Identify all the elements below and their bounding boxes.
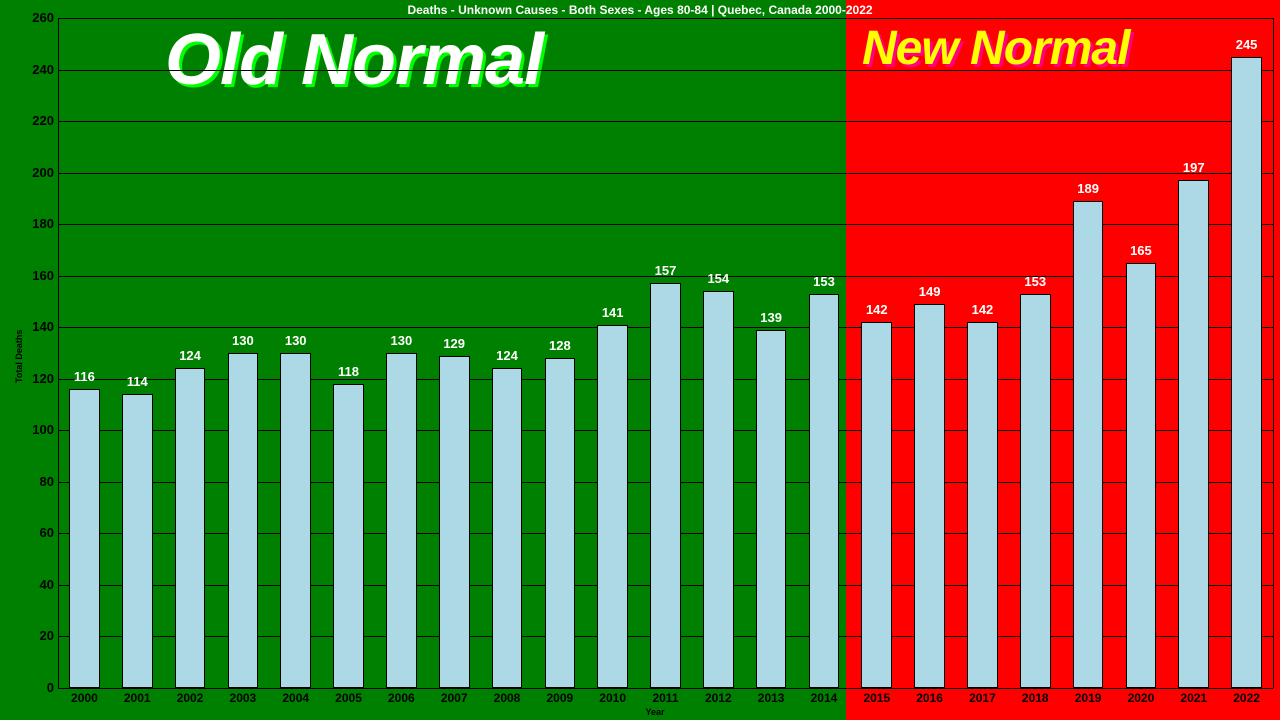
bar-2013 (756, 330, 787, 688)
bar-value-label: 142 (957, 302, 1007, 317)
xtick-label: 2016 (903, 691, 956, 705)
bar-2002 (175, 368, 206, 688)
ytick-label: 80 (40, 474, 54, 489)
gridline-y (58, 121, 1273, 122)
bar-value-label: 124 (482, 348, 532, 363)
bar-2016 (914, 304, 945, 688)
ytick-label: 100 (32, 422, 54, 437)
ytick-label: 180 (32, 216, 54, 231)
xtick-label: 2019 (1062, 691, 1115, 705)
chart-title: Deaths - Unknown Causes - Both Sexes - A… (0, 3, 1280, 17)
bar-value-label: 197 (1169, 160, 1219, 175)
bar-2019 (1073, 201, 1104, 688)
bar-2015 (861, 322, 892, 688)
bar-value-label: 189 (1063, 181, 1113, 196)
bar-value-label: 149 (905, 284, 955, 299)
bar-value-label: 124 (165, 348, 215, 363)
bar-2007 (439, 356, 470, 688)
xtick-label: 2015 (850, 691, 903, 705)
bar-value-label: 130 (271, 333, 321, 348)
bar-2001 (122, 394, 153, 688)
xtick-label: 2007 (428, 691, 481, 705)
xtick-label: 2004 (269, 691, 322, 705)
ytick-label: 160 (32, 268, 54, 283)
axis-right (1273, 18, 1274, 688)
plot-area (58, 18, 1273, 688)
bar-2000 (69, 389, 100, 688)
ytick-label: 40 (40, 577, 54, 592)
xtick-label: 2002 (164, 691, 217, 705)
bar-value-label: 130 (218, 333, 268, 348)
bar-2017 (967, 322, 998, 688)
bar-2021 (1178, 180, 1209, 688)
x-axis-label: Year (646, 707, 665, 717)
xtick-label: 2014 (798, 691, 851, 705)
bar-value-label: 157 (641, 263, 691, 278)
bar-value-label: 139 (746, 310, 796, 325)
bar-value-label: 153 (799, 274, 849, 289)
bar-value-label: 128 (535, 338, 585, 353)
bar-value-label: 153 (1010, 274, 1060, 289)
xtick-label: 2022 (1220, 691, 1273, 705)
xtick-label: 2009 (533, 691, 586, 705)
bar-value-label: 116 (59, 369, 109, 384)
bar-value-label: 154 (693, 271, 743, 286)
ytick-label: 260 (32, 10, 54, 25)
xtick-label: 2001 (111, 691, 164, 705)
bar-2003 (228, 353, 259, 688)
xtick-label: 2003 (216, 691, 269, 705)
xtick-label: 2005 (322, 691, 375, 705)
bar-value-label: 245 (1222, 37, 1272, 52)
ytick-label: 0 (47, 680, 54, 695)
xtick-label: 2020 (1115, 691, 1168, 705)
ytick-label: 200 (32, 165, 54, 180)
bar-value-label: 118 (324, 364, 374, 379)
xtick-label: 2000 (58, 691, 111, 705)
bar-value-label: 141 (588, 305, 638, 320)
bar-2005 (333, 384, 364, 688)
xtick-label: 2021 (1167, 691, 1220, 705)
deaths-bar-chart: Deaths - Unknown Causes - Both Sexes - A… (0, 0, 1280, 720)
bar-2008 (492, 368, 523, 688)
y-axis-label: Total Deaths (14, 330, 24, 383)
xtick-label: 2013 (745, 691, 798, 705)
bar-2018 (1020, 294, 1051, 688)
xtick-label: 2006 (375, 691, 428, 705)
bar-2004 (280, 353, 311, 688)
ytick-label: 240 (32, 62, 54, 77)
bar-value-label: 114 (112, 374, 162, 389)
xtick-label: 2012 (692, 691, 745, 705)
ytick-label: 60 (40, 525, 54, 540)
bar-value-label: 130 (376, 333, 426, 348)
gridline-y (58, 70, 1273, 71)
ytick-label: 20 (40, 628, 54, 643)
gridline-y (58, 18, 1273, 19)
bar-value-label: 129 (429, 336, 479, 351)
bar-value-label: 142 (852, 302, 902, 317)
ytick-label: 220 (32, 113, 54, 128)
xtick-label: 2010 (586, 691, 639, 705)
bar-2009 (545, 358, 576, 688)
bar-2010 (597, 325, 628, 688)
gridline-y (58, 173, 1273, 174)
xtick-label: 2017 (956, 691, 1009, 705)
axis-left (58, 18, 59, 688)
xtick-label: 2011 (639, 691, 692, 705)
xtick-label: 2018 (1009, 691, 1062, 705)
bar-2006 (386, 353, 417, 688)
ytick-label: 120 (32, 371, 54, 386)
bar-value-label: 165 (1116, 243, 1166, 258)
bar-2014 (809, 294, 840, 688)
bar-2012 (703, 291, 734, 688)
ytick-label: 140 (32, 319, 54, 334)
xtick-label: 2008 (481, 691, 534, 705)
bar-2020 (1126, 263, 1157, 688)
bar-2022 (1231, 57, 1262, 688)
axis-bottom (58, 688, 1273, 689)
bar-2011 (650, 283, 681, 688)
